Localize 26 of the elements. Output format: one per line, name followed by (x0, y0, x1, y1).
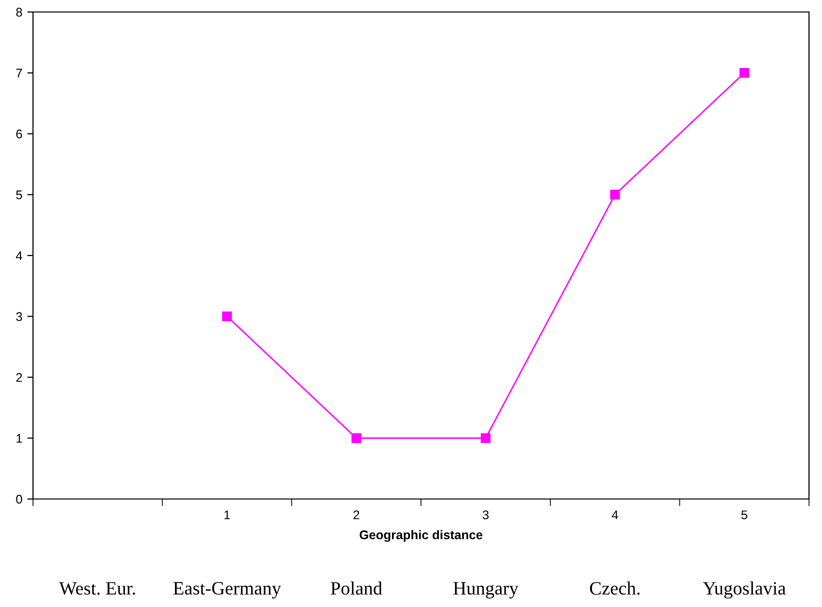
y-tick-label: 4 (16, 251, 22, 260)
y-tick-label: 0 (16, 494, 22, 504)
point (739, 68, 750, 78)
y-tick-label: 5 (16, 190, 22, 200)
y-tick-label: 8 (16, 8, 22, 17)
text: Yugoslavia (702, 581, 786, 599)
text: West. Eur. (59, 582, 135, 595)
x-tick-label: 4 (612, 510, 618, 520)
point (351, 433, 362, 443)
y-tick-label: 7 (16, 68, 22, 78)
x-tick-label: 5 (741, 510, 748, 520)
y-tick-label: 1 (16, 434, 22, 443)
text: Czech. (590, 582, 640, 595)
text: Poland (330, 582, 382, 595)
x-axis-title: Geographic distance (360, 530, 482, 542)
y-tick-label: 3 (16, 312, 22, 322)
text: Hungary (453, 582, 518, 598)
point (610, 190, 620, 200)
y-tick-label: 6 (16, 130, 22, 138)
y-tick-label: 2 (16, 373, 22, 382)
x-tick-label: 3 (482, 510, 489, 520)
text: East-Germany (173, 582, 282, 598)
point (480, 433, 491, 443)
point (222, 312, 232, 322)
x-tick-label: 1 (224, 510, 230, 520)
x-tick-label: 2 (353, 510, 360, 520)
